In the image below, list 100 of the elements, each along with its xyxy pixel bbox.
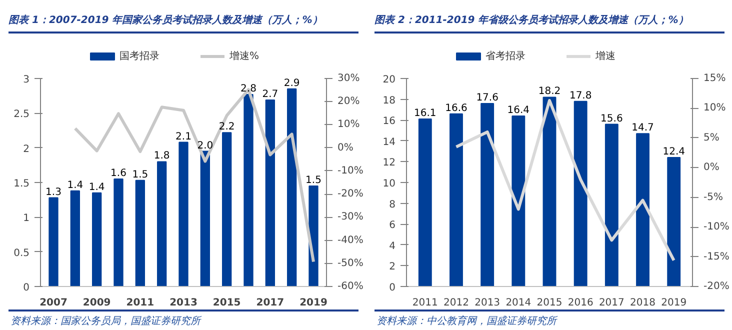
legend-label: 增速 xyxy=(594,50,616,62)
data-label: 15.6 xyxy=(600,113,623,124)
bar xyxy=(418,118,432,286)
y-tick-label: 12 xyxy=(382,158,396,169)
data-label: 2.8 xyxy=(240,83,256,94)
bar xyxy=(200,150,210,286)
bar xyxy=(636,133,650,286)
data-label: 18.2 xyxy=(538,86,561,98)
bar xyxy=(667,157,681,286)
bar xyxy=(222,132,232,286)
y2-tick-label: -30% xyxy=(338,212,364,223)
y-tick-label: 0 xyxy=(23,282,30,294)
y2-tick-label: 30% xyxy=(338,73,360,84)
bar xyxy=(70,190,80,286)
y-tick-label: 18 xyxy=(382,95,396,106)
data-label: 16.6 xyxy=(445,102,468,114)
y-tick-label: 0 xyxy=(389,282,396,294)
x-tick-label: 2019 xyxy=(300,298,328,308)
y2-tick-label: -15% xyxy=(704,251,730,262)
text: 资料来源：中公教育网，国盛证券研究所 xyxy=(376,315,558,327)
y2-tick-label: -5% xyxy=(704,192,723,203)
y2-tick-label: -10% xyxy=(704,222,730,233)
y-tick-label: 0.5 xyxy=(14,248,30,259)
bar xyxy=(604,124,618,286)
y-tick-label: 14 xyxy=(382,136,396,148)
data-label: 16.4 xyxy=(507,104,530,116)
y-tick-label: 16 xyxy=(382,116,396,128)
y-tick-label: 6 xyxy=(389,220,396,232)
y2-tick-label: 10% xyxy=(338,119,360,130)
y-tick-label: 2 xyxy=(23,144,30,155)
data-label: 14.7 xyxy=(632,122,654,134)
y-tick-label: 1 xyxy=(23,213,30,224)
x-tick-label: 2015 xyxy=(212,298,241,308)
data-label: 16.1 xyxy=(414,108,436,120)
data-label: 2.0 xyxy=(197,140,214,152)
x-tick-label: 2018 xyxy=(630,298,656,308)
bar xyxy=(512,115,526,286)
data-label: 1.6 xyxy=(110,168,126,180)
data-label: 2.2 xyxy=(218,122,235,133)
bar xyxy=(308,185,318,286)
x-tick-label: 2009 xyxy=(82,298,111,308)
data-label: 1.8 xyxy=(154,150,170,162)
data-label: 1.4 xyxy=(67,180,84,191)
y2-tick-label: -10% xyxy=(338,165,364,176)
bar xyxy=(574,100,588,286)
bar xyxy=(114,178,124,286)
y2-tick-label: 20% xyxy=(338,96,360,108)
y2-tick-label: 10% xyxy=(704,102,726,114)
data-label: 2.9 xyxy=(284,78,300,89)
x-tick-label: 2015 xyxy=(536,298,562,308)
bar xyxy=(135,180,145,286)
y-tick-label: 1.5 xyxy=(14,178,30,190)
data-label: 1.4 xyxy=(88,182,105,193)
chart-title: 图表 2：2011-2019 年省级公务员考试招录人数及增速（万人；%） xyxy=(374,14,688,26)
x-tick-label: 2016 xyxy=(568,298,594,308)
bar xyxy=(542,96,556,286)
legend-label: 省考招录 xyxy=(486,50,526,62)
y2-tick-label: -50% xyxy=(338,258,364,269)
data-label: 17.6 xyxy=(476,92,498,104)
legend-label: 增速% xyxy=(228,50,260,62)
x-tick-label: 2011 xyxy=(126,298,154,308)
y-tick-label: 2 xyxy=(389,262,396,273)
y2-tick-label: -40% xyxy=(338,234,364,246)
x-tick-label: 2012 xyxy=(444,298,469,308)
bar xyxy=(450,113,463,286)
x-tick-label: 2007 xyxy=(40,298,68,308)
y-tick-label: 10 xyxy=(382,178,396,190)
y-tick-label: 4 xyxy=(389,240,396,252)
data-label: 1.5 xyxy=(306,174,322,186)
y2-tick-label: 15% xyxy=(704,73,726,84)
y2-tick-label: -60% xyxy=(338,281,364,292)
y-tick-label: 8 xyxy=(389,199,396,210)
y2-tick-label: -20% xyxy=(338,188,364,200)
y-tick-label: 2.5 xyxy=(14,109,30,120)
y2-tick-label: 0% xyxy=(704,162,720,174)
legend-label: 国考招录 xyxy=(120,50,160,62)
text: 资料来源：国家公务员局，国盛证券研究所 xyxy=(10,315,202,327)
bar xyxy=(48,197,58,286)
x-tick-label: 2017 xyxy=(598,298,624,308)
bar xyxy=(480,102,494,286)
data-label: 2.7 xyxy=(262,88,278,100)
bar xyxy=(244,94,254,286)
x-tick-label: 2014 xyxy=(506,298,532,308)
x-tick-label: 2011 xyxy=(412,298,438,308)
y2-tick-label: -20% xyxy=(704,281,730,292)
chart-title: 图表 1：2007-2019 年国家公务员考试招录人数及增速（万人；%） xyxy=(8,14,322,26)
data-label: 12.4 xyxy=(662,146,685,158)
bar xyxy=(265,99,275,286)
x-tick-label: 2017 xyxy=(256,298,284,308)
bar xyxy=(157,161,167,286)
x-tick-label: 2013 xyxy=(474,298,500,308)
y2-tick-label: 5% xyxy=(704,132,720,144)
data-label: 1.5 xyxy=(132,169,148,180)
data-label: 17.8 xyxy=(569,90,592,102)
bar xyxy=(92,192,102,286)
x-tick-label: 2013 xyxy=(170,298,198,308)
y2-tick-label: 0% xyxy=(338,142,354,154)
bar xyxy=(287,88,297,286)
y-tick-label: 20 xyxy=(382,74,396,86)
y-tick-label: 3 xyxy=(23,74,30,86)
